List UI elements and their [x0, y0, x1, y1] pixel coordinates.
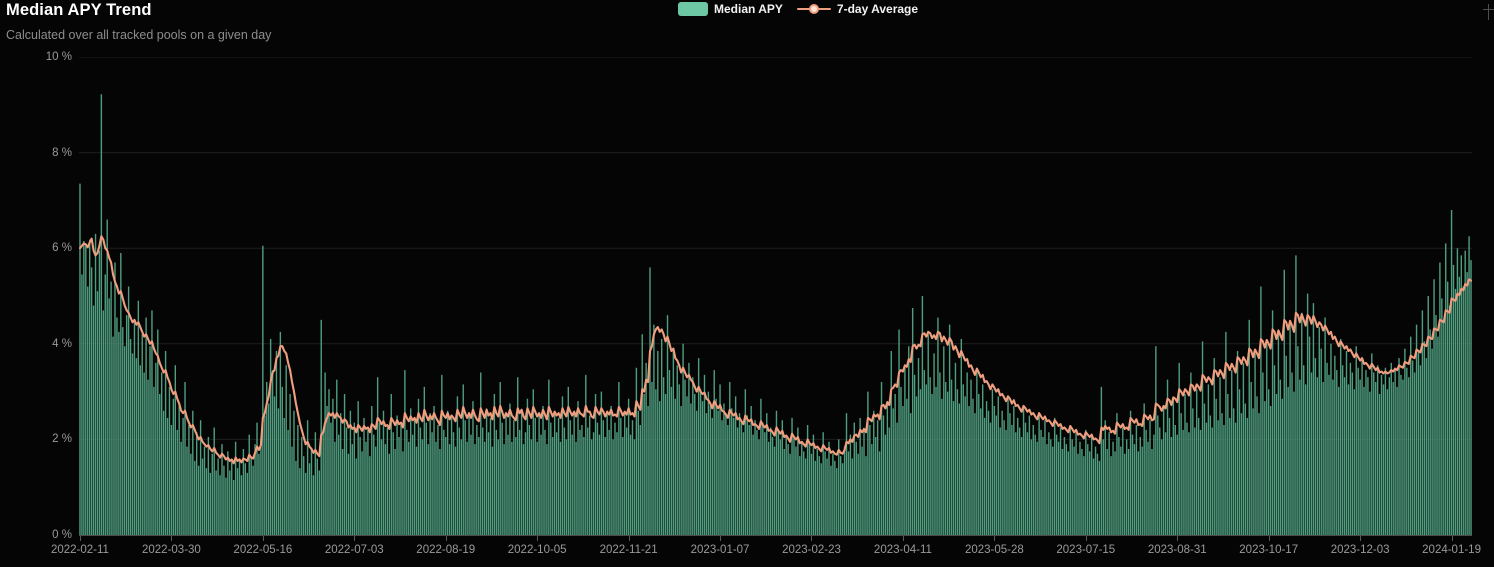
x-tick-label: 2022-07-03 [324, 544, 384, 556]
x-tick-label: 2022-03-30 [141, 544, 201, 556]
x-tick-label: 2023-04-11 [873, 544, 932, 556]
x-tick-label: 2023-08-31 [1147, 544, 1207, 556]
x-tick-label: 2024-01-19 [1422, 544, 1481, 556]
y-tick-label: 6 % [52, 242, 72, 255]
legend-label-median-apy: Median APY [714, 2, 783, 16]
x-tick-mark [811, 536, 813, 541]
y-tick-label: 2 % [52, 433, 72, 446]
x-tick-mark [171, 536, 173, 541]
x-tick-mark [1177, 536, 1179, 541]
x-tick-label: 2022-10-05 [507, 544, 567, 556]
x-axis-baseline [79, 535, 1472, 536]
x-axis: 2022-02-11 2022-03-30 2022-05-16 2022-07-03… [51, 536, 1481, 562]
y-tick-label: 0 % [52, 529, 72, 541]
x-tick-mark [537, 536, 539, 541]
x-tick-label: 2022-02-11 [50, 544, 109, 556]
x-tick-label: 2023-12-03 [1330, 544, 1390, 556]
x-tick-mark [445, 536, 447, 541]
x-tick-mark [1085, 536, 1087, 541]
x-tick-mark [628, 536, 630, 541]
x-tick-mark [902, 536, 904, 541]
x-tick-mark [79, 536, 81, 541]
x-tick-label: 2022-05-16 [233, 544, 293, 556]
legend-item-median-apy[interactable]: Median APY [678, 2, 783, 16]
x-tick-label: 2023-10-17 [1239, 544, 1299, 556]
line-series-7-day-average [79, 235, 1472, 465]
legend-line-dot-icon [796, 2, 831, 16]
chart-subtitle: Calculated over all tracked pools on a g… [6, 28, 272, 42]
x-tick-mark [354, 536, 356, 541]
x-tick-mark [1268, 536, 1270, 541]
x-tick-label: 2023-02-23 [782, 544, 841, 556]
x-tick-mark [262, 536, 264, 541]
x-tick-label: 2022-11-21 [599, 544, 658, 556]
y-tick-label: 10 % [45, 51, 72, 63]
y-axis: 0 % 2 % 4 % 6 % 8 % 10 % [0, 0, 72, 567]
x-tick-mark [720, 536, 722, 541]
y-tick-label: 4 % [52, 337, 72, 350]
x-tick-label: 2022-08-19 [416, 544, 476, 556]
x-tick-label: 2023-05-28 [964, 544, 1024, 556]
legend-label-7-day-average: 7-day Average [836, 2, 919, 16]
chart-canvas [79, 57, 1472, 535]
crosshair-cursor-icon [1483, 4, 1494, 20]
y-tick-label: 8 % [52, 146, 72, 159]
x-tick-mark [994, 536, 996, 541]
x-tick-mark [1360, 536, 1362, 541]
chart-legend: Median APY 7-day Average [678, 2, 918, 16]
legend-swatch-icon [678, 2, 708, 16]
legend-item-7-day-average[interactable]: 7-day Average [796, 2, 919, 16]
x-tick-mark [1451, 536, 1453, 541]
page-title: Median APY Trend [6, 1, 152, 19]
bar-series-median-apy [79, 94, 1472, 535]
x-tick-label: 2023-07-15 [1056, 544, 1116, 556]
x-tick-label: 2023-01-07 [690, 544, 750, 556]
plot-area [79, 57, 1472, 535]
